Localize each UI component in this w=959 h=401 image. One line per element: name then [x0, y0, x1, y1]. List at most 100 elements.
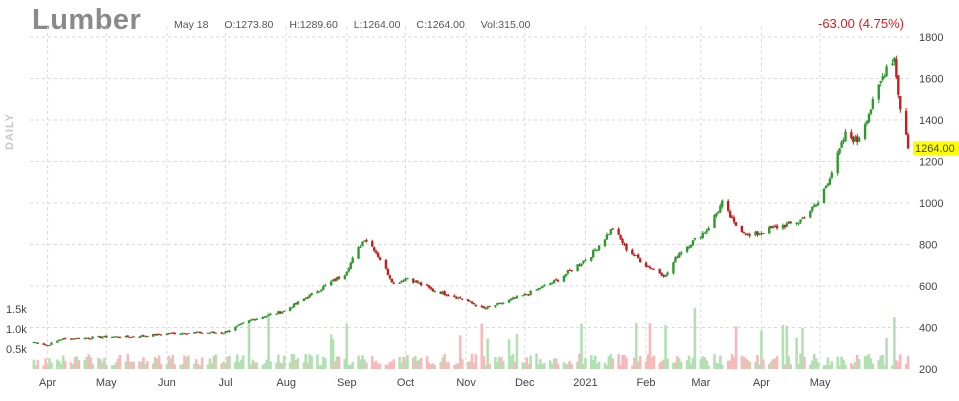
candle-body	[337, 276, 341, 279]
volume-bar	[431, 363, 435, 369]
volume-bar	[494, 356, 497, 369]
volume-bar	[687, 355, 691, 369]
candle-body	[799, 219, 802, 223]
volume-bar	[795, 337, 798, 369]
candle-body	[502, 302, 505, 304]
volume-bar	[87, 354, 90, 369]
candle-body	[703, 232, 706, 234]
candle-body	[165, 333, 169, 335]
volume-bar	[525, 357, 529, 369]
candle-body	[304, 297, 307, 299]
volume-bar	[157, 355, 161, 369]
candle-body	[105, 335, 108, 338]
candle-body	[496, 302, 499, 305]
candle-body	[71, 338, 75, 340]
volume-bar	[237, 362, 241, 369]
volume-bar	[155, 358, 159, 369]
volume-bar	[130, 361, 133, 369]
volume-bar	[625, 357, 628, 369]
volume-bar	[734, 326, 738, 369]
volume-bar	[865, 355, 869, 369]
candle-body	[666, 272, 669, 275]
volume-bar	[593, 355, 597, 369]
volume-bar	[740, 355, 744, 369]
candle-body	[813, 205, 816, 208]
candle-body	[318, 291, 321, 293]
last-price-label: 1264.00	[915, 143, 955, 155]
candle-body	[453, 295, 456, 297]
volume-bar	[318, 365, 321, 369]
volume-bar	[417, 359, 421, 369]
candle-body	[803, 217, 806, 219]
candle-body	[474, 304, 478, 307]
volume-bar	[644, 361, 648, 369]
candle-body	[830, 172, 834, 178]
volume-bar	[343, 358, 347, 369]
candle-body	[425, 284, 429, 286]
volume-bar	[429, 364, 433, 369]
volume-bar	[828, 365, 832, 369]
volume-bar	[496, 361, 499, 369]
volume-tick-label: 0.5k	[6, 344, 27, 356]
candle-body	[146, 336, 149, 338]
candle-body	[592, 250, 595, 258]
candle-body	[241, 322, 245, 324]
volume-bar	[691, 357, 695, 369]
candle-body	[296, 301, 300, 305]
volume-bar	[124, 361, 128, 369]
candle-body	[564, 274, 568, 277]
volume-bar	[333, 361, 337, 369]
volume-bar	[658, 362, 662, 369]
volume-bar	[206, 364, 210, 369]
volume-bar	[707, 365, 710, 369]
candle-body	[680, 252, 683, 254]
candle-body	[378, 257, 382, 261]
volume-bar	[61, 355, 65, 369]
volume-bar	[171, 354, 175, 369]
volume-bar	[775, 356, 779, 369]
candle-body	[689, 244, 693, 248]
volume-bar	[235, 354, 239, 369]
candle-body	[871, 99, 875, 109]
candle-body	[238, 324, 241, 326]
volume-bar	[891, 365, 894, 369]
volume-bar	[580, 323, 583, 369]
volume-bar	[539, 359, 542, 369]
x-tick-label: Oct	[397, 377, 414, 389]
volume-bar	[433, 364, 437, 369]
volume-bar	[267, 312, 270, 369]
volume-bar	[762, 359, 765, 369]
volume-bar	[183, 355, 186, 369]
candle-body	[701, 233, 704, 238]
candle-body	[365, 239, 368, 242]
candle-body	[721, 200, 724, 207]
candle-body	[527, 294, 530, 296]
candle-body	[713, 215, 716, 228]
volume-bar	[153, 357, 157, 369]
volume-bar	[34, 365, 38, 369]
volume-bar	[789, 364, 793, 369]
volume-bar	[529, 355, 532, 369]
candle-body	[157, 333, 161, 335]
x-tick-label: Nov	[456, 377, 476, 389]
volume-bar	[167, 355, 171, 369]
candle-body	[509, 298, 513, 300]
volume-bar	[251, 359, 255, 369]
volume-bar	[165, 364, 169, 369]
candle-body	[171, 332, 174, 334]
candle-body	[361, 241, 364, 247]
candle-body	[206, 332, 210, 334]
candle-body	[828, 178, 832, 185]
candle-body	[773, 226, 777, 228]
volume-bar	[255, 362, 259, 369]
volume-bar	[214, 354, 218, 369]
volume-bar	[742, 356, 746, 369]
volume-bar	[728, 360, 732, 369]
candle-body	[322, 286, 325, 290]
candle-body	[349, 262, 352, 270]
volume-bar	[181, 364, 184, 369]
volume-bar	[359, 359, 362, 369]
candle-body	[316, 291, 319, 294]
candle-body	[208, 332, 212, 334]
